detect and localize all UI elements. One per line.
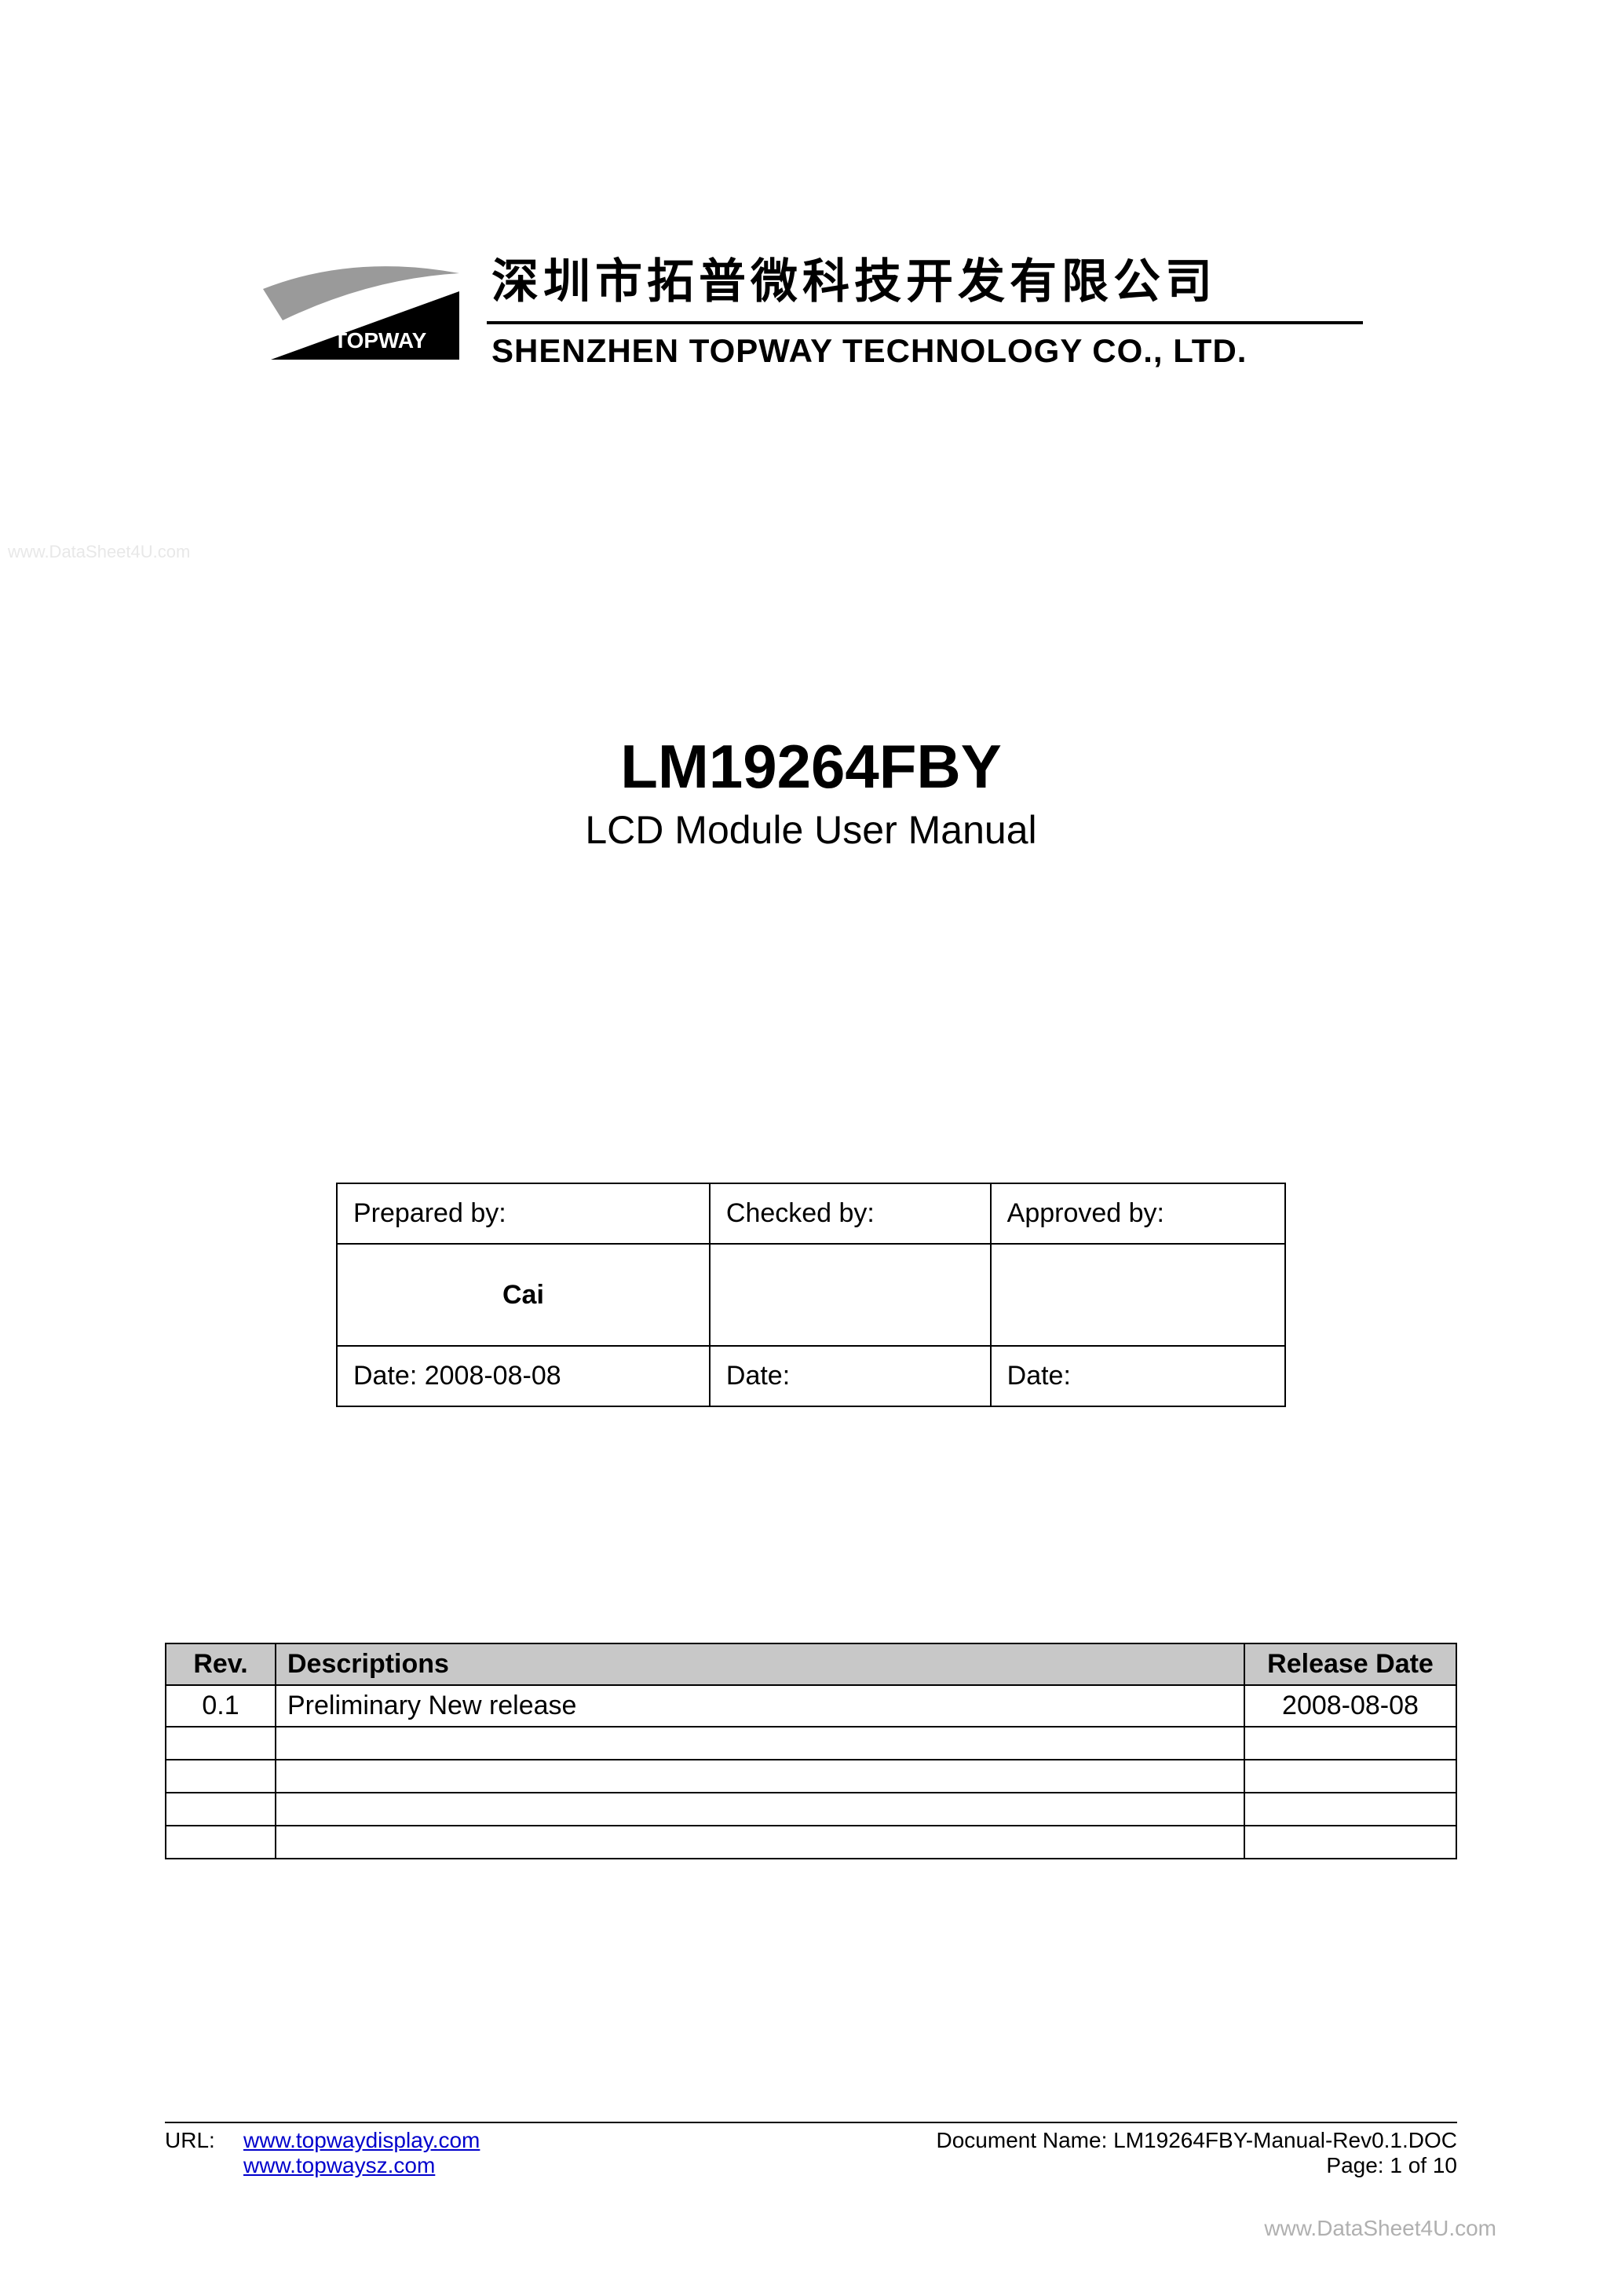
desc-header: Descriptions xyxy=(276,1643,1244,1685)
date-cell xyxy=(1244,1727,1456,1760)
footer-link-2[interactable]: www.topwaysz.com xyxy=(243,2153,480,2178)
date-value: 2008-08-08 xyxy=(425,1361,561,1391)
checked-by-name xyxy=(710,1244,991,1346)
page-value: 1 of 10 xyxy=(1390,2153,1457,2177)
prepared-by-name: Cai xyxy=(337,1244,710,1346)
revision-row: 0.1 Preliminary New release 2008-08-08 xyxy=(166,1685,1456,1727)
rev-cell xyxy=(166,1760,276,1793)
revision-header-row: Rev. Descriptions Release Date xyxy=(166,1643,1456,1685)
revision-table: Rev. Descriptions Release Date 0.1 Preli… xyxy=(165,1643,1457,1859)
rev-cell: 0.1 xyxy=(166,1685,276,1727)
checked-by-date: Date: xyxy=(710,1346,991,1406)
desc-cell xyxy=(276,1826,1244,1859)
date-label: Date: xyxy=(353,1361,417,1391)
desc-cell xyxy=(276,1727,1244,1760)
company-name-block: 深圳市拓普微科技开发有限公司 SHENZHEN TOPWAY TECHNOLOG… xyxy=(487,243,1363,370)
desc-cell xyxy=(276,1793,1244,1826)
date-cell xyxy=(1244,1760,1456,1793)
company-logo: TOPWAY xyxy=(259,246,463,367)
page-footer: URL: www.topwaydisplay.com www.topwaysz.… xyxy=(165,2122,1457,2178)
document-subtitle: LCD Module User Manual xyxy=(165,807,1457,853)
approval-label-row: Prepared by: Checked by: Approved by: xyxy=(337,1183,1285,1244)
company-header: TOPWAY 深圳市拓普微科技开发有限公司 SHENZHEN TOPWAY TE… xyxy=(259,243,1363,370)
prepared-by-label: Prepared by: xyxy=(337,1183,710,1244)
company-name-en: SHENZHEN TOPWAY TECHNOLOGY CO., LTD. xyxy=(487,332,1363,370)
title-block: LM19264FBY LCD Module User Manual xyxy=(165,731,1457,853)
revision-row xyxy=(166,1826,1456,1859)
document-title: LM19264FBY xyxy=(165,731,1457,803)
date-cell: 2008-08-08 xyxy=(1244,1685,1456,1727)
date-label: Date: xyxy=(726,1361,790,1391)
desc-cell: Preliminary New release xyxy=(276,1685,1244,1727)
date-header: Release Date xyxy=(1244,1643,1456,1685)
company-name-cn: 深圳市拓普微科技开发有限公司 xyxy=(487,243,1363,324)
checked-by-label: Checked by: xyxy=(710,1183,991,1244)
footer-links: www.topwaydisplay.com www.topwaysz.com xyxy=(243,2128,480,2178)
rev-cell xyxy=(166,1727,276,1760)
rev-header: Rev. xyxy=(166,1643,276,1685)
date-label: Date: xyxy=(1007,1361,1071,1391)
footer-link-1[interactable]: www.topwaydisplay.com xyxy=(243,2128,480,2153)
approval-name-row: Cai xyxy=(337,1244,1285,1346)
rev-cell xyxy=(166,1793,276,1826)
footer-right: Document Name: LM19264FBY-Manual-Rev0.1.… xyxy=(937,2128,1458,2178)
approved-by-label: Approved by: xyxy=(991,1183,1285,1244)
content-area: TOPWAY 深圳市拓普微科技开发有限公司 SHENZHEN TOPWAY TE… xyxy=(165,63,1457,2202)
logo-text: TOPWAY xyxy=(334,328,427,353)
approval-date-row: Date: 2008-08-08 Date: Date: xyxy=(337,1346,1285,1406)
page-label: Page: xyxy=(1326,2153,1383,2177)
document-page: www.DataSheet4U.com TOPWAY 深圳市拓普微科技开发有限公… xyxy=(0,0,1622,2296)
date-cell xyxy=(1244,1826,1456,1859)
revision-row xyxy=(166,1793,1456,1826)
approval-table: Prepared by: Checked by: Approved by: Ca… xyxy=(336,1183,1286,1407)
rev-cell xyxy=(166,1826,276,1859)
revision-row xyxy=(166,1760,1456,1793)
doc-name-value: LM19264FBY-Manual-Rev0.1.DOC xyxy=(1113,2128,1457,2152)
doc-name-label: Document Name: xyxy=(937,2128,1108,2152)
revision-row xyxy=(166,1727,1456,1760)
date-cell xyxy=(1244,1793,1456,1826)
prepared-by-date: Date: 2008-08-08 xyxy=(337,1346,710,1406)
approved-by-name xyxy=(991,1244,1285,1346)
approved-by-date: Date: xyxy=(991,1346,1285,1406)
doc-name-line: Document Name: LM19264FBY-Manual-Rev0.1.… xyxy=(937,2128,1458,2153)
watermark-right: www.DataSheet4U.com xyxy=(1264,2216,1496,2241)
desc-cell xyxy=(276,1760,1244,1793)
url-label: URL: xyxy=(165,2128,243,2178)
footer-left: URL: www.topwaydisplay.com www.topwaysz.… xyxy=(165,2128,480,2178)
watermark-left: www.DataSheet4U.com xyxy=(8,542,190,562)
page-number-line: Page: 1 of 10 xyxy=(937,2153,1458,2178)
